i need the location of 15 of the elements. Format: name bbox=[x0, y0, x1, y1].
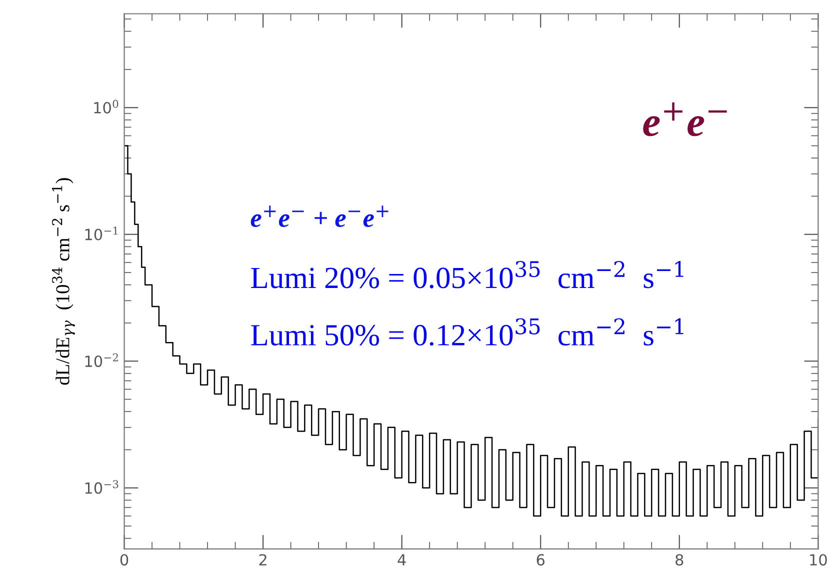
text: dL/dE$_{γγ}$ (10$^{34}$ cm$^{−2}$ s$^{−1}$) bbox=[52, 178, 76, 385]
x-tick-label: 10 bbox=[810, 554, 827, 566]
x-tick-label: 2 bbox=[259, 554, 266, 566]
y-tick-label: 10$^{0}$ bbox=[94, 100, 118, 114]
y-tick-label: 10$^{−2}$ bbox=[85, 353, 118, 368]
x-tick-label: 6 bbox=[536, 554, 544, 566]
annotation: Lumi 20% = 0.05×10$^{35}$ cm$^{−2}$ s$^{−1}$ bbox=[251, 260, 684, 288]
y-tick-label: 10$^{−3}$ bbox=[85, 480, 118, 494]
annotation: e$^{+}$e$^{−}$ + e$^{−}$e$^{+}$ bbox=[250, 206, 388, 228]
x-tick-label: 8 bbox=[676, 554, 684, 566]
x-tick-label: 0 bbox=[120, 554, 128, 566]
annotation: e$^{+}$e$^{−}$ bbox=[643, 102, 727, 136]
x-tick-label: 4 bbox=[398, 554, 406, 566]
y-tick-label: 10$^{−1}$ bbox=[85, 226, 118, 240]
annotation: Lumi 50% = 0.12×10$^{35}$ cm$^{−2}$ s$^{−1}$ bbox=[251, 318, 684, 346]
